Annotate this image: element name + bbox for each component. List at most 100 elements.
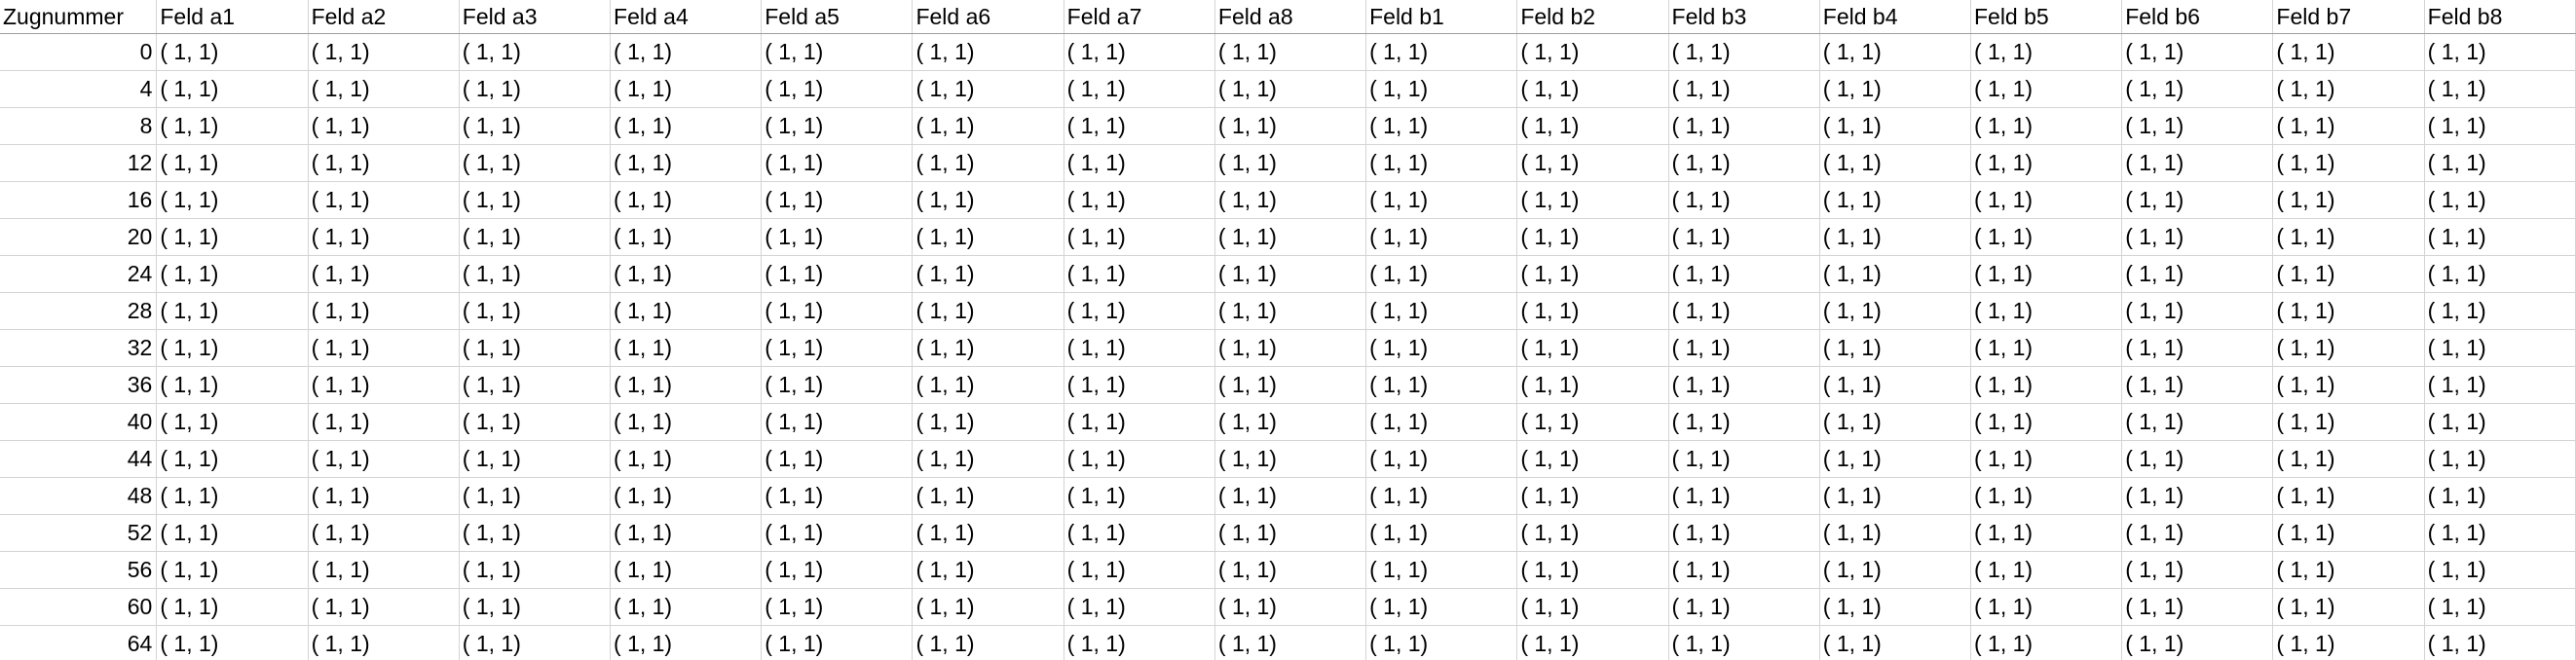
table-cell[interactable]: ( 1, 1) <box>308 181 460 219</box>
table-cell[interactable]: ( 1, 1) <box>912 514 1064 552</box>
table-cell[interactable]: ( 1, 1) <box>1365 588 1518 626</box>
table-cell[interactable]: ( 1, 1) <box>1365 551 1518 589</box>
table-cell[interactable]: ( 1, 1) <box>761 218 914 256</box>
table-cell[interactable]: ( 1, 1) <box>459 625 612 660</box>
table-cell[interactable]: ( 1, 1) <box>156 107 309 145</box>
row-index-cell[interactable]: 40 <box>0 403 158 441</box>
table-cell[interactable]: ( 1, 1) <box>2121 33 2274 71</box>
table-cell[interactable]: ( 1, 1) <box>2121 70 2274 108</box>
table-cell[interactable]: ( 1, 1) <box>1970 144 2123 182</box>
table-cell[interactable]: ( 1, 1) <box>1516 366 1669 404</box>
column-header[interactable]: Feld a7 <box>1064 0 1215 34</box>
table-cell[interactable]: ( 1, 1) <box>1819 588 1971 626</box>
table-cell[interactable]: ( 1, 1) <box>1064 477 1215 515</box>
table-cell[interactable]: ( 1, 1) <box>1214 255 1367 293</box>
table-cell[interactable]: ( 1, 1) <box>1064 181 1215 219</box>
table-cell[interactable]: ( 1, 1) <box>2121 181 2274 219</box>
table-cell[interactable]: ( 1, 1) <box>1970 440 2123 478</box>
table-cell[interactable]: ( 1, 1) <box>1819 366 1971 404</box>
table-cell[interactable]: ( 1, 1) <box>2121 440 2274 478</box>
table-cell[interactable]: ( 1, 1) <box>1516 588 1669 626</box>
table-cell[interactable]: ( 1, 1) <box>2424 477 2576 515</box>
column-header[interactable]: Feld a5 <box>761 0 914 34</box>
table-cell[interactable]: ( 1, 1) <box>761 551 914 589</box>
table-cell[interactable]: ( 1, 1) <box>156 329 309 367</box>
table-cell[interactable]: ( 1, 1) <box>2272 329 2425 367</box>
table-cell[interactable]: ( 1, 1) <box>1668 440 1820 478</box>
column-header[interactable]: Feld b6 <box>2121 0 2274 34</box>
row-index-cell[interactable]: 0 <box>0 33 158 71</box>
table-cell[interactable]: ( 1, 1) <box>2272 218 2425 256</box>
table-cell[interactable]: ( 1, 1) <box>2272 588 2425 626</box>
table-cell[interactable]: ( 1, 1) <box>2424 255 2576 293</box>
table-cell[interactable]: ( 1, 1) <box>1970 551 2123 589</box>
table-cell[interactable]: ( 1, 1) <box>1365 366 1518 404</box>
table-cell[interactable]: ( 1, 1) <box>912 292 1064 330</box>
table-cell[interactable]: ( 1, 1) <box>1516 218 1669 256</box>
table-cell[interactable]: ( 1, 1) <box>1214 329 1367 367</box>
table-cell[interactable]: ( 1, 1) <box>308 440 460 478</box>
table-cell[interactable]: ( 1, 1) <box>1819 329 1971 367</box>
table-cell[interactable]: ( 1, 1) <box>912 144 1064 182</box>
table-cell[interactable]: ( 1, 1) <box>610 366 763 404</box>
table-cell[interactable]: ( 1, 1) <box>761 477 914 515</box>
table-cell[interactable]: ( 1, 1) <box>1064 70 1215 108</box>
table-cell[interactable]: ( 1, 1) <box>1365 292 1518 330</box>
table-cell[interactable]: ( 1, 1) <box>1970 514 2123 552</box>
table-cell[interactable]: ( 1, 1) <box>308 144 460 182</box>
table-cell[interactable]: ( 1, 1) <box>156 70 309 108</box>
table-cell[interactable]: ( 1, 1) <box>2121 218 2274 256</box>
table-cell[interactable]: ( 1, 1) <box>1064 329 1215 367</box>
column-header[interactable]: Feld a3 <box>459 0 612 34</box>
table-cell[interactable]: ( 1, 1) <box>1214 292 1367 330</box>
table-cell[interactable]: ( 1, 1) <box>1214 551 1367 589</box>
table-cell[interactable]: ( 1, 1) <box>2272 292 2425 330</box>
table-cell[interactable]: ( 1, 1) <box>912 588 1064 626</box>
table-cell[interactable]: ( 1, 1) <box>2272 440 2425 478</box>
table-cell[interactable]: ( 1, 1) <box>2424 218 2576 256</box>
table-cell[interactable]: ( 1, 1) <box>1668 255 1820 293</box>
table-cell[interactable]: ( 1, 1) <box>1064 144 1215 182</box>
table-cell[interactable]: ( 1, 1) <box>2424 292 2576 330</box>
table-cell[interactable]: ( 1, 1) <box>1668 218 1820 256</box>
table-cell[interactable]: ( 1, 1) <box>156 33 309 71</box>
table-cell[interactable]: ( 1, 1) <box>2121 625 2274 660</box>
table-cell[interactable]: ( 1, 1) <box>1970 218 2123 256</box>
table-cell[interactable]: ( 1, 1) <box>1516 329 1669 367</box>
table-cell[interactable]: ( 1, 1) <box>1668 329 1820 367</box>
column-header-zugnummer[interactable]: Zugnummer <box>0 0 158 34</box>
table-cell[interactable]: ( 1, 1) <box>156 292 309 330</box>
row-index-cell[interactable]: 48 <box>0 477 158 515</box>
table-cell[interactable]: ( 1, 1) <box>459 514 612 552</box>
table-cell[interactable]: ( 1, 1) <box>610 107 763 145</box>
column-header[interactable]: Feld b8 <box>2424 0 2576 34</box>
table-cell[interactable]: ( 1, 1) <box>156 255 309 293</box>
table-cell[interactable]: ( 1, 1) <box>2272 107 2425 145</box>
table-cell[interactable]: ( 1, 1) <box>912 551 1064 589</box>
table-cell[interactable]: ( 1, 1) <box>1214 588 1367 626</box>
table-cell[interactable]: ( 1, 1) <box>156 181 309 219</box>
table-cell[interactable]: ( 1, 1) <box>2121 366 2274 404</box>
row-index-cell[interactable]: 28 <box>0 292 158 330</box>
column-header[interactable]: Feld a8 <box>1214 0 1367 34</box>
table-cell[interactable]: ( 1, 1) <box>912 218 1064 256</box>
table-cell[interactable]: ( 1, 1) <box>1214 625 1367 660</box>
table-cell[interactable]: ( 1, 1) <box>1365 329 1518 367</box>
table-cell[interactable]: ( 1, 1) <box>912 255 1064 293</box>
table-cell[interactable]: ( 1, 1) <box>2424 366 2576 404</box>
table-cell[interactable]: ( 1, 1) <box>1516 477 1669 515</box>
table-cell[interactable]: ( 1, 1) <box>1970 403 2123 441</box>
table-cell[interactable]: ( 1, 1) <box>2272 514 2425 552</box>
table-cell[interactable]: ( 1, 1) <box>1970 366 2123 404</box>
table-cell[interactable]: ( 1, 1) <box>2272 144 2425 182</box>
table-cell[interactable]: ( 1, 1) <box>156 218 309 256</box>
table-cell[interactable]: ( 1, 1) <box>1819 181 1971 219</box>
table-cell[interactable]: ( 1, 1) <box>1970 329 2123 367</box>
table-cell[interactable]: ( 1, 1) <box>308 588 460 626</box>
table-cell[interactable]: ( 1, 1) <box>761 292 914 330</box>
table-cell[interactable]: ( 1, 1) <box>2121 403 2274 441</box>
table-cell[interactable]: ( 1, 1) <box>1668 514 1820 552</box>
table-cell[interactable]: ( 1, 1) <box>156 477 309 515</box>
table-cell[interactable]: ( 1, 1) <box>761 440 914 478</box>
table-cell[interactable]: ( 1, 1) <box>1214 477 1367 515</box>
